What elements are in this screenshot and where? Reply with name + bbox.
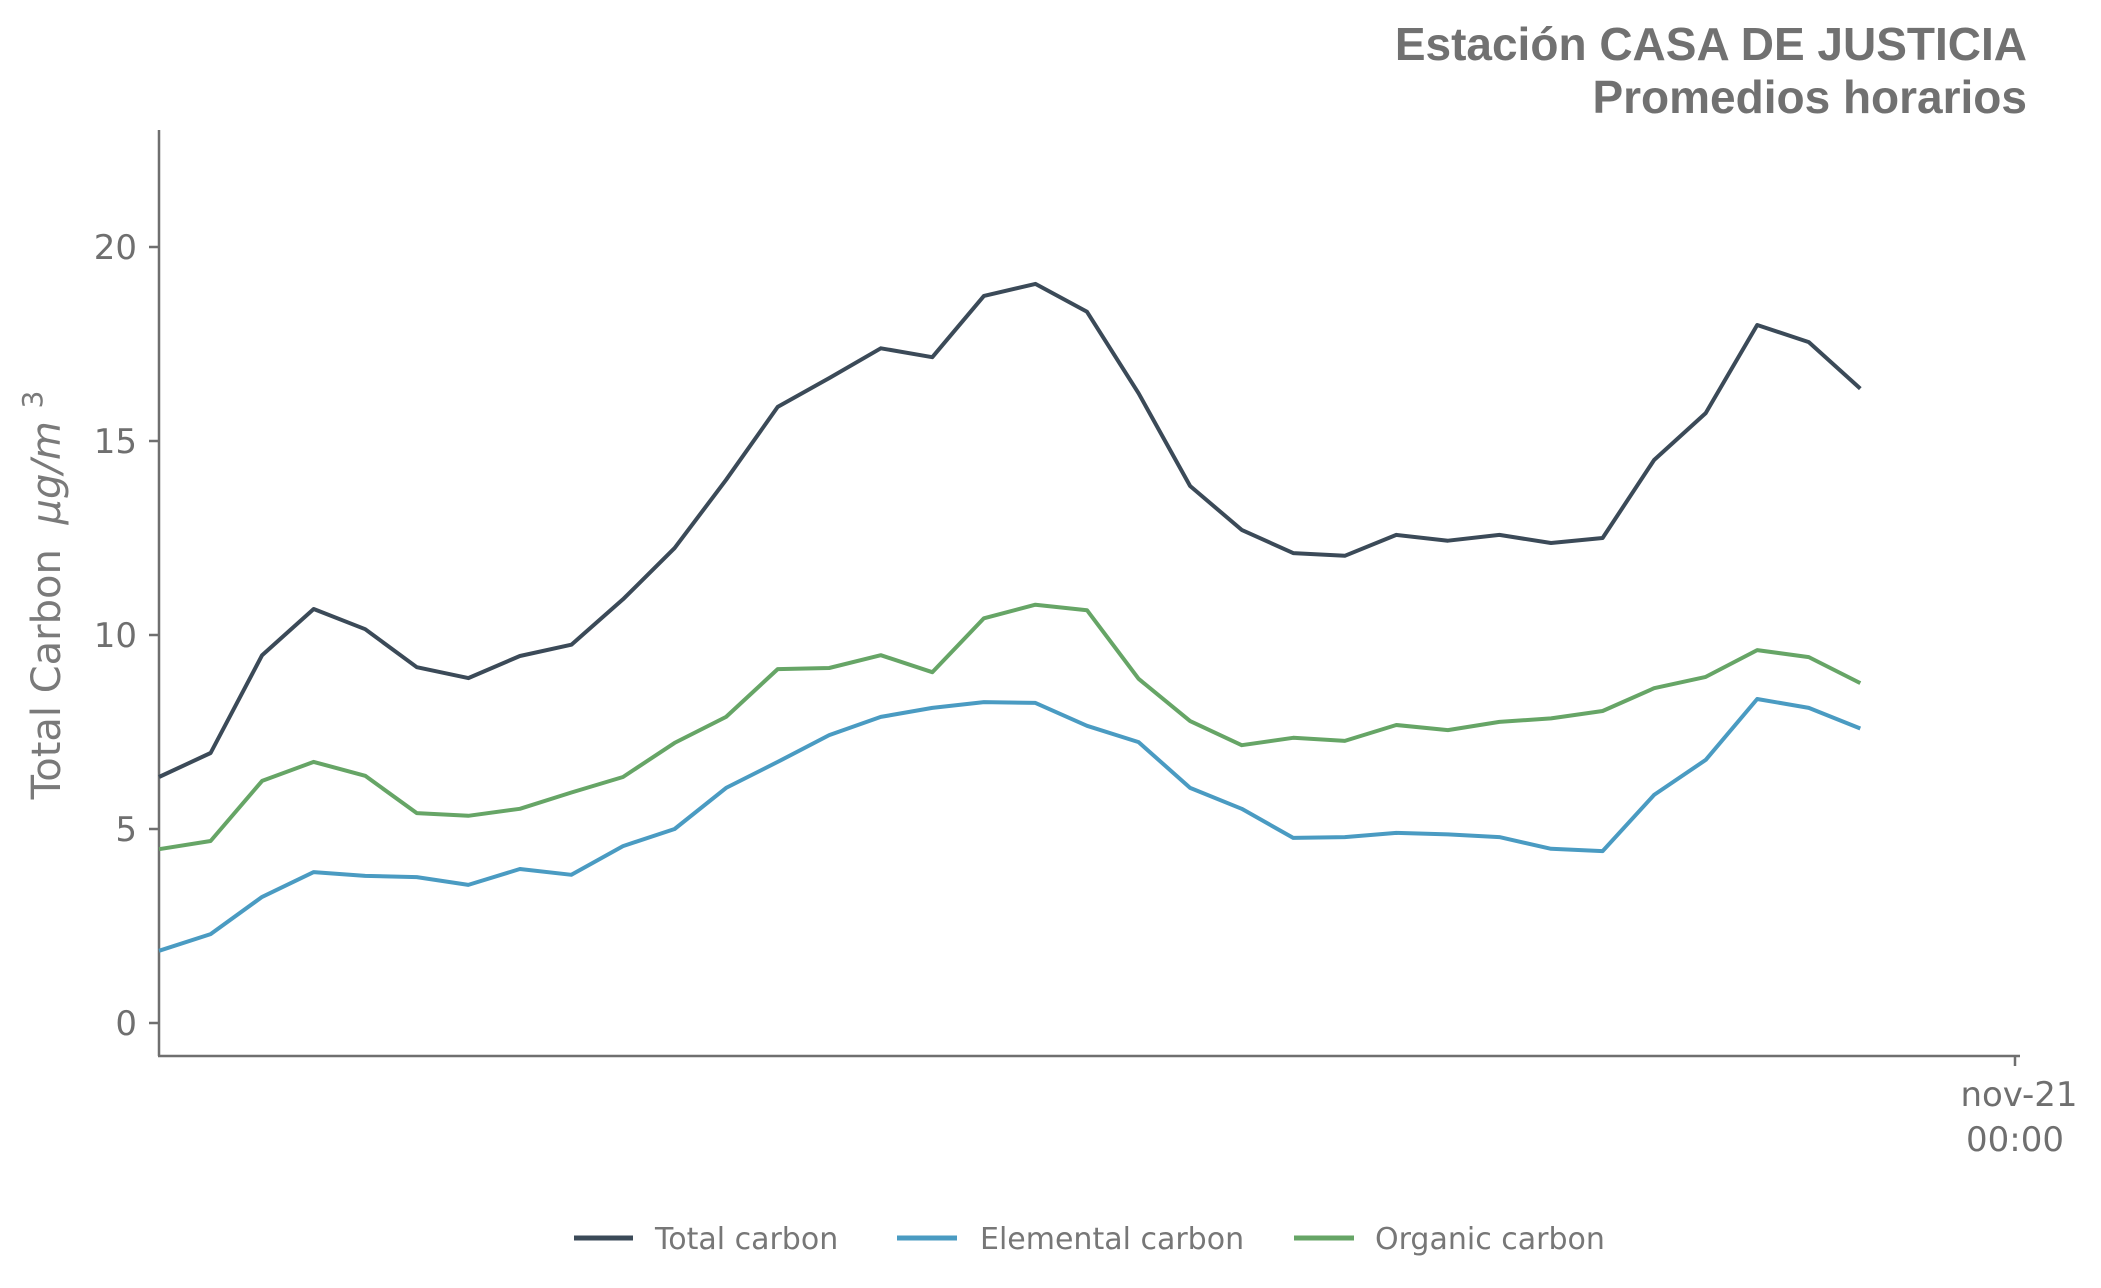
series-group — [158, 281, 1862, 953]
x-tick-label: 00:00 — [1966, 1120, 2064, 1160]
legend-item-elemental-carbon[interactable]: Elemental carbon — [897, 1222, 1244, 1257]
legend-label-total-carbon: Total carbon — [654, 1222, 838, 1257]
x-ticks: nov-21 00:00 — [1960, 1056, 2078, 1160]
y-tick-label: 15 — [94, 422, 137, 462]
y-axis-label: Total Carbon μg/m 3 — [16, 391, 70, 801]
legend-label-organic-carbon: Organic carbon — [1375, 1222, 1605, 1257]
y-tick-label: 10 — [94, 616, 137, 656]
legend-item-organic-carbon[interactable]: Organic carbon — [1294, 1222, 1605, 1257]
y-axis-label-text: Total Carbon — [24, 549, 70, 800]
series-line-total-carbon — [158, 281, 1862, 779]
series-line-organic-carbon — [158, 602, 1862, 852]
y-ticks: 0 5 10 15 20 — [94, 228, 159, 1044]
y-axis-label-unit: μg/m — [24, 421, 70, 525]
series-line-elemental-carbon — [158, 697, 1862, 953]
chart-subtitle: Promedios horarios — [1592, 71, 2027, 123]
x-tick-label: nov-21 — [1960, 1075, 2077, 1115]
y-axis-label-unit-sup: 3 — [16, 391, 49, 409]
legend-item-total-carbon[interactable]: Total carbon — [574, 1222, 838, 1257]
y-tick-label: 5 — [115, 810, 137, 850]
legend: Total carbon Elemental carbon Organic ca… — [574, 1222, 1605, 1257]
chart-title: Estación CASA DE JUSTICIA — [1395, 18, 2027, 70]
y-tick-label: 20 — [94, 228, 137, 268]
y-tick-label: 0 — [115, 1004, 137, 1044]
legend-label-elemental-carbon: Elemental carbon — [980, 1222, 1244, 1257]
